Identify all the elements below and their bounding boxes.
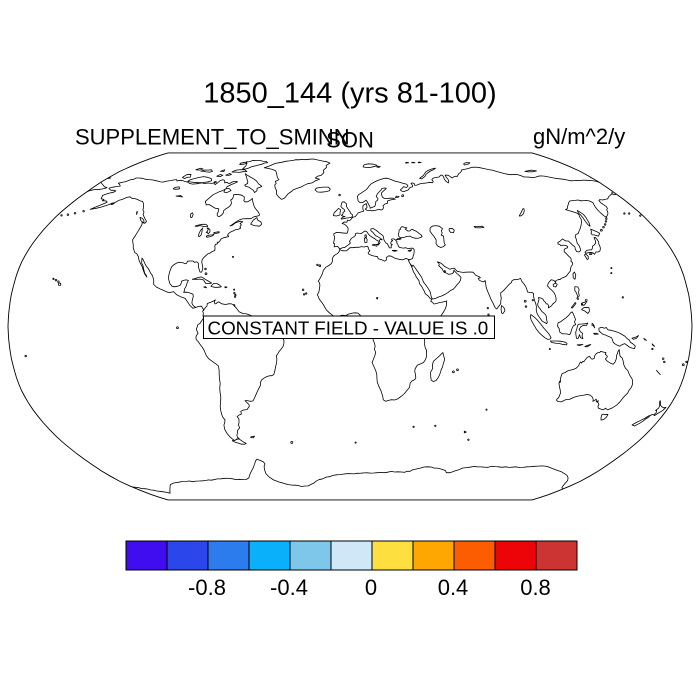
svg-text:CONSTANT FIELD - VALUE IS .0: CONSTANT FIELD - VALUE IS .0 [208,317,489,338]
svg-text:0.8: 0.8 [520,575,551,600]
svg-text:0: 0 [365,575,377,600]
svg-text:SON: SON [326,127,374,152]
svg-text:0.4: 0.4 [438,575,469,600]
svg-text:gN/m^2/y: gN/m^2/y [533,124,625,149]
svg-text:-0.4: -0.4 [270,575,308,600]
svg-text:1850_144 (yrs 81-100): 1850_144 (yrs 81-100) [203,78,496,110]
svg-text:SUPPLEMENT_TO_SMINN: SUPPLEMENT_TO_SMINN [75,125,350,150]
svg-text:-0.8: -0.8 [188,575,226,600]
